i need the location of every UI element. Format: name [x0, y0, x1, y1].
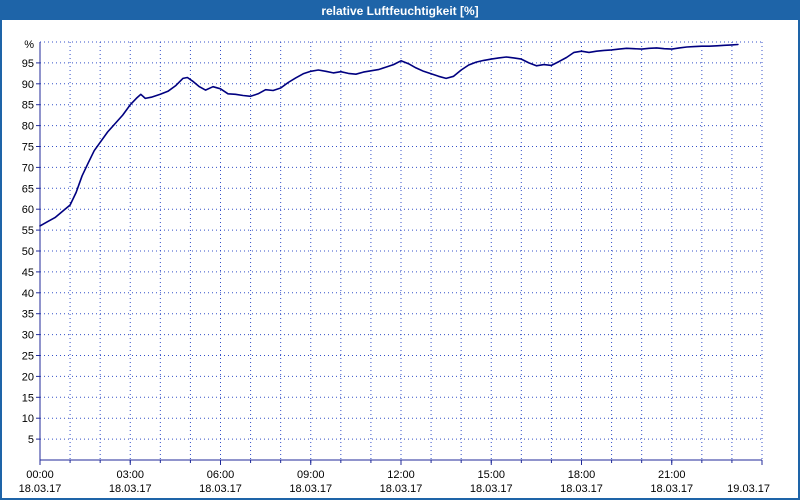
x-date-label: 18.03.17: [199, 483, 242, 495]
x-date-label: 18.03.17: [289, 483, 332, 495]
y-tick-label: 90: [22, 79, 34, 91]
gridlines: [40, 41, 763, 460]
x-date-label: 18.03.17: [470, 483, 513, 495]
y-tick-label: 65: [22, 183, 34, 195]
y-axis: 5 10 15 20 25 30 35 40 45 50 55 60 65 70 75 80 85 90 95%: [22, 39, 40, 446]
y-tick-label: 60: [22, 204, 34, 216]
y-tick-label: 10: [22, 413, 34, 425]
y-tick-label: 55: [22, 225, 34, 237]
y-tick-label: 95: [22, 58, 34, 70]
x-time-label: 09:00: [297, 469, 325, 481]
y-tick-label: 25: [22, 351, 34, 363]
humidity-line: [39, 43, 739, 227]
y-tick-label: 15: [22, 392, 34, 404]
y-tick-label: 40: [22, 288, 34, 300]
chart-svg: 5 10 15 20 25 30 35 40 45 50 55 60 65 70 75 80 85 90 95% 00…: [19, 39, 770, 495]
x-date-label: 19.03.17: [727, 483, 770, 495]
window-title: relative Luftfeuchtigkeit [%]: [321, 4, 479, 18]
x-time-label: 12:00: [387, 469, 415, 481]
x-date-label: 18.03.17: [109, 483, 152, 495]
x-date-label: 18.03.17: [560, 483, 603, 495]
x-time-label: 15:00: [477, 469, 505, 481]
y-tick-label: 50: [22, 246, 34, 258]
y-tick-label: 70: [22, 162, 34, 174]
y-tick-label: 45: [22, 267, 34, 279]
x-date-label: 18.03.17: [19, 483, 62, 495]
x-time-label: 21:00: [658, 469, 686, 481]
y-tick-label: 75: [22, 142, 34, 154]
x-time-label: 06:00: [207, 469, 235, 481]
x-date-label: 18.03.17: [380, 483, 423, 495]
y-tick-label: 5: [28, 434, 34, 446]
x-axis: 00:00 18.03.17 03:00 18.03.17 06:00 18.03.17 0…: [19, 460, 770, 495]
window-titlebar: relative Luftfeuchtigkeit [%]: [2, 2, 798, 20]
x-time-label: 03:00: [116, 469, 144, 481]
x-date-label: 18.03.17: [650, 483, 693, 495]
x-time-label: 18:00: [568, 469, 596, 481]
chart-area: 5 10 15 20 25 30 35 40 45 50 55 60 65 70 75 80 85 90 95% 00…: [2, 20, 798, 498]
y-tick-label: 85: [22, 100, 34, 112]
x-time-label: 00:00: [26, 469, 54, 481]
y-tick-label: 35: [22, 309, 34, 321]
y-tick-label: 20: [22, 371, 34, 383]
y-unit-label: %: [24, 39, 34, 51]
y-tick-label: 30: [22, 330, 34, 342]
y-tick-label: 80: [22, 121, 34, 133]
